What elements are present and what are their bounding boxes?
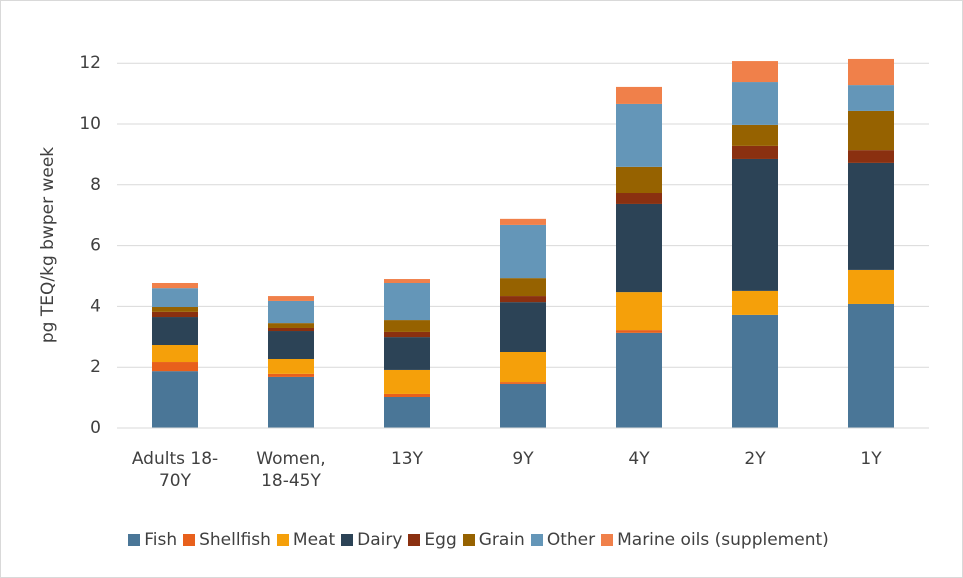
bar-segment xyxy=(500,296,546,303)
bar-segment xyxy=(500,224,546,279)
bar-segment xyxy=(616,166,662,194)
bar-segment xyxy=(616,103,662,167)
bar-segment xyxy=(384,337,430,370)
y-tick-label: 6 xyxy=(90,236,101,256)
y-tick-label: 8 xyxy=(90,175,101,195)
bar-segment xyxy=(848,85,894,111)
bar-segment xyxy=(616,292,662,331)
x-tick-label: Adults 18-70Y xyxy=(131,449,219,491)
bar-segment xyxy=(152,282,198,289)
bar-segment xyxy=(268,323,314,328)
x-tick-label: Women, 18-45Y xyxy=(256,449,326,491)
bar-segment xyxy=(152,288,198,308)
legend-item: Meat xyxy=(276,530,336,550)
bar-segment xyxy=(500,278,546,297)
legend-swatch xyxy=(183,534,196,546)
bar-segment xyxy=(732,290,778,315)
bar-segment xyxy=(268,376,314,428)
bar-segment xyxy=(848,303,894,428)
y-tick-label: 4 xyxy=(90,296,101,316)
legend-item: Egg xyxy=(408,530,457,550)
legend-swatch xyxy=(462,534,475,546)
legend-label: Meat xyxy=(292,530,336,550)
legend-label: Dairy xyxy=(357,530,403,550)
bar-segment xyxy=(732,145,778,159)
bar-segment xyxy=(384,279,430,283)
y-tick-label: 10 xyxy=(79,114,101,134)
y-tick-label: 2 xyxy=(90,357,101,377)
bar-segment xyxy=(848,58,894,86)
legend-item: Dairy xyxy=(341,530,402,550)
legend-swatch xyxy=(408,534,421,546)
bar-segment xyxy=(268,373,314,377)
x-tick-label: 9Y xyxy=(512,449,534,469)
bar-segment xyxy=(152,311,198,318)
bar-segment xyxy=(616,330,662,333)
bar-segment xyxy=(384,320,430,332)
bar-segment xyxy=(268,331,314,359)
bar-segment xyxy=(152,345,198,363)
bar-segment xyxy=(616,193,662,204)
legend-label: Egg xyxy=(424,530,457,550)
bar-segment xyxy=(732,61,778,83)
bar-segment xyxy=(384,369,430,394)
x-tick-label: 4Y xyxy=(628,449,650,469)
bar-segment xyxy=(384,396,430,428)
y-axis-title: pg TEQ/kg bwper week xyxy=(38,147,58,343)
legend-swatch xyxy=(530,534,543,546)
bar-segment xyxy=(848,269,894,304)
bar-segment xyxy=(500,302,546,352)
bar-segment xyxy=(616,332,662,428)
bar-segment xyxy=(848,162,894,270)
bar-segment xyxy=(500,352,546,383)
legend-label: Fish xyxy=(144,530,178,550)
y-tick-label: 12 xyxy=(79,53,101,73)
bar-segment xyxy=(732,314,778,428)
legend-item: Shellfish xyxy=(183,530,271,550)
legend-label: Marine oils (supplement) xyxy=(617,530,829,550)
legend-swatch xyxy=(601,534,614,546)
bar-segment xyxy=(848,150,894,163)
bar-segment xyxy=(732,124,778,146)
legend-item: Fish xyxy=(128,530,177,550)
bar-segment xyxy=(616,86,662,104)
bar-segment xyxy=(268,296,314,301)
bar-segment xyxy=(152,317,198,346)
x-tick-label: 13Y xyxy=(390,449,424,469)
legend-item: Grain xyxy=(462,530,525,550)
legend: Fish Shellfish Meat Dairy Egg Grain Other Marin… xyxy=(0,530,963,550)
bar-segment xyxy=(616,203,662,293)
legend-item: Marine oils (supplement) xyxy=(601,530,829,550)
bar-segment xyxy=(384,393,430,397)
bar-segment xyxy=(732,82,778,125)
legend-label: Shellfish xyxy=(199,530,271,550)
bar-segment xyxy=(152,362,198,372)
bar-segment xyxy=(732,158,778,291)
legend-label: Grain xyxy=(478,530,525,550)
bar-segment xyxy=(848,110,894,151)
legend-item: Other xyxy=(530,530,596,550)
legend-swatch xyxy=(341,534,354,546)
bar-segment xyxy=(152,371,198,428)
bar-segment xyxy=(500,382,546,384)
bar-segment xyxy=(268,300,314,324)
bar-segment xyxy=(500,383,546,428)
legend-label: Other xyxy=(546,530,596,550)
bar-segment xyxy=(268,358,314,374)
x-tick-label: 1Y xyxy=(860,449,882,469)
y-tick-label: 0 xyxy=(90,418,101,438)
legend-swatch xyxy=(128,534,141,546)
bar-segment xyxy=(500,218,546,225)
x-tick-label: 2Y xyxy=(744,449,766,469)
bar-segment xyxy=(384,282,430,321)
legend-swatch xyxy=(276,534,289,546)
bar-segment xyxy=(152,307,198,312)
bar-segment xyxy=(268,327,314,332)
bar-segment xyxy=(384,331,430,338)
